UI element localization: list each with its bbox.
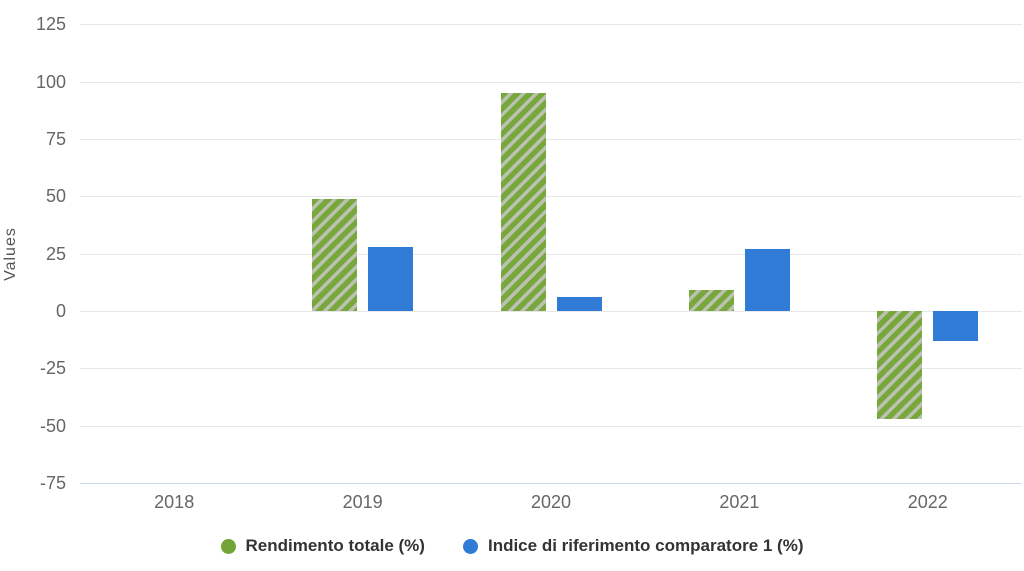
bar-indice-riferimento-comparatore-1-2021[interactable]	[744, 249, 790, 311]
bar-indice-riferimento-comparatore-1-2020[interactable]	[556, 297, 602, 311]
gridline-y-100	[80, 81, 1022, 83]
x-axis-line	[80, 483, 1022, 485]
gridline-y-25	[80, 253, 1022, 255]
legend-marker-green-icon	[220, 538, 236, 554]
gridline-y--50	[80, 425, 1022, 427]
gridline-y--25	[80, 368, 1022, 370]
y-tick-label-25: 25	[45, 243, 66, 264]
bar-rendimento-totale-2019[interactable]	[312, 198, 358, 311]
gridline-y-75	[80, 138, 1022, 140]
x-tick-label-2020: 2020	[530, 492, 572, 512]
y-tick-label-125: 125	[35, 14, 66, 35]
y-tick-label-50: 50	[45, 186, 66, 207]
y-tick-label--50: -50	[39, 415, 66, 436]
gridline-y-50	[80, 196, 1022, 198]
legend-item-indice-riferimento[interactable]: Indice di riferimento comparatore 1 (%)	[462, 536, 804, 556]
x-tick-label-2018: 2018	[154, 492, 195, 512]
y-tick-label-100: 100	[35, 71, 66, 92]
bar-rendimento-totale-2020[interactable]	[500, 92, 546, 311]
x-tick-label-2019: 2019	[342, 492, 383, 512]
bar-rendimento-totale-2021[interactable]	[688, 290, 734, 311]
bar-indice-riferimento-comparatore-1-2019[interactable]	[368, 246, 414, 311]
x-tick-label-2021: 2021	[719, 492, 760, 512]
legend-marker-blue-icon	[462, 538, 478, 554]
y-tick-label-75: 75	[45, 128, 66, 149]
legend-item-rendimento-totale[interactable]: Rendimento totale (%)	[220, 536, 425, 556]
legend-label-indice-riferimento: Indice di riferimento comparatore 1 (%)	[487, 536, 804, 555]
y-tick-label--25: -25	[39, 358, 66, 379]
legend: Rendimento totale (%) Indice di riferime…	[0, 536, 1024, 556]
y-tick-label--75: -75	[39, 473, 66, 494]
gridline-y-0	[80, 311, 1022, 312]
gridline-y-125	[80, 24, 1022, 26]
x-tick-label-2022: 2022	[907, 492, 948, 512]
bar-indice-riferimento-comparatore-1-2022[interactable]	[933, 311, 979, 341]
bar-rendimento-totale-2022[interactable]	[877, 311, 923, 419]
y-tick-label-0: 0	[55, 301, 66, 321]
legend-label-rendimento-totale: Rendimento totale (%)	[245, 536, 425, 555]
